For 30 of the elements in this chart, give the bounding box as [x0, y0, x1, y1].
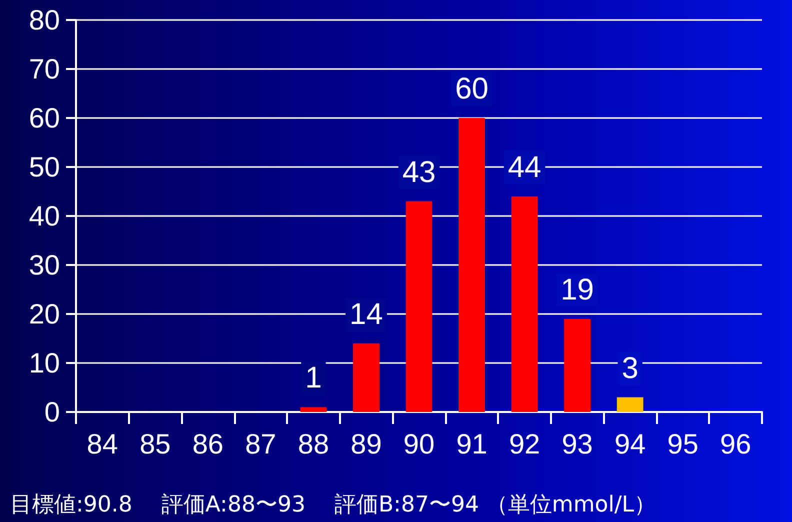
y-tick-label: 70: [28, 54, 60, 84]
x-tick-label: 91: [456, 428, 488, 460]
x-tick-label: 90: [403, 428, 435, 460]
data-label: 14: [350, 298, 383, 331]
y-tick-label: 40: [28, 200, 60, 232]
y-tick-label: 20: [28, 298, 60, 330]
text: 目標値:90.8 評価A:88〜93 評価B:87〜94 （単位mmol/L）: [10, 492, 656, 518]
data-label: 43: [402, 156, 436, 189]
x-tick-label: 88: [298, 428, 330, 460]
x-tick-label: 85: [140, 428, 171, 460]
x-tick-label: 93: [562, 428, 593, 460]
y-tick-label: 30: [28, 250, 60, 280]
x-tick-label: 92: [508, 428, 540, 460]
x-tick-label: 86: [192, 428, 224, 460]
data-label: 60: [455, 72, 488, 106]
y-tick-label: 80: [28, 4, 60, 36]
y-tick-label: 60: [28, 102, 60, 134]
y-tick-label: 50: [28, 152, 60, 182]
data-label: 19: [560, 273, 594, 306]
data-label: 3: [622, 352, 638, 385]
x-tick-label: 96: [720, 428, 752, 460]
x-tick-label: 87: [245, 428, 276, 460]
data-label: 44: [508, 150, 542, 184]
y-tick-label: 0: [44, 396, 60, 428]
x-tick-label: 94: [614, 428, 646, 460]
data-label: 1: [305, 362, 322, 395]
x-tick-label: 95: [667, 428, 698, 460]
y-tick-label: 10: [28, 348, 60, 378]
x-tick-label: 84: [86, 428, 118, 460]
x-tick-label: 89: [350, 428, 382, 460]
